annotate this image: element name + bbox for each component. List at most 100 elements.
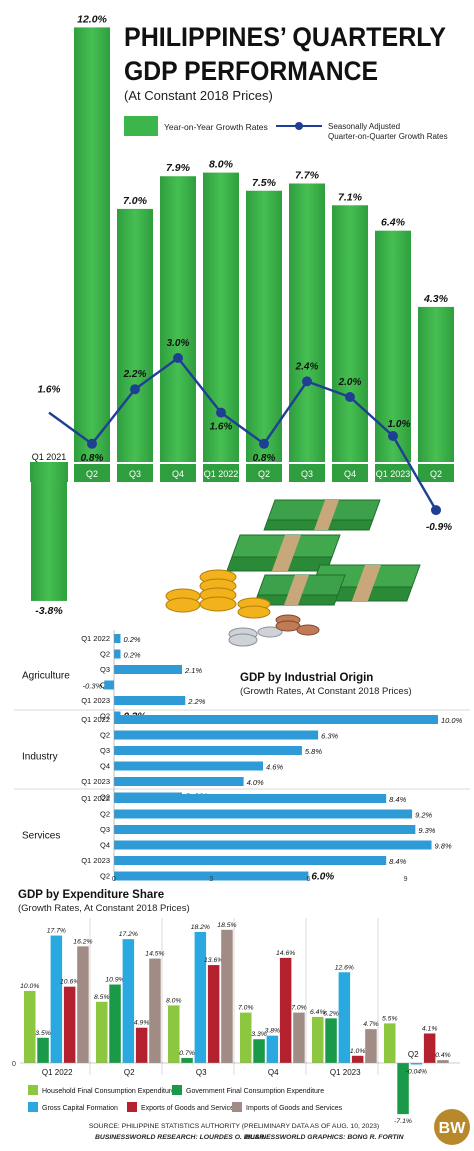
industry-bar [114, 840, 432, 850]
expenditure-bar [253, 1039, 265, 1063]
category-label: Q3 [100, 746, 110, 755]
expenditure-bar-label: 16.2% [73, 938, 92, 945]
x-tick-label: 3 [209, 876, 213, 883]
industry-bar-label: 6.3% [321, 732, 338, 741]
expenditure-bar [338, 972, 351, 1063]
yoy-bar-label: 8.0% [209, 159, 234, 171]
industry-chart: Agriculture Q1 2022 0.2% Q2 0.2% Q3 2.1% Q4 -0.3… [14, 630, 470, 883]
legend-label: Government Final Consumption Expenditure [186, 1088, 324, 1095]
category-label: Q2 [86, 469, 98, 479]
industry-bar-label: 0.2% [123, 635, 140, 644]
expenditure-bar-label: 3.8% [265, 1028, 281, 1035]
category-label: Q4 [100, 762, 110, 771]
qoq-label: 0.8% [81, 453, 104, 464]
qoq-marker [302, 376, 312, 387]
qoq-label: 1.6% [38, 385, 61, 396]
industry-bar [114, 761, 264, 771]
yoy-bar-label: 12.0% [77, 13, 107, 25]
industry-bar [114, 696, 186, 705]
expenditure-bar-label: 18.5% [217, 922, 236, 929]
yoy-bar [31, 463, 67, 601]
expenditure-bar-label: 0.7% [179, 1050, 195, 1057]
category-tab [246, 464, 282, 482]
legend-swatch [28, 1102, 38, 1112]
expenditure-bar [266, 1035, 279, 1063]
industry-bar-label: 6.0% [311, 872, 334, 883]
yoy-bar [246, 190, 282, 463]
qoq-marker [87, 438, 97, 449]
expenditure-bar [168, 1005, 180, 1063]
industry-bar [114, 715, 438, 724]
yoy-bar [289, 183, 325, 464]
yoy-bar [203, 172, 239, 463]
expenditure-bar-label: 4.1% [422, 1025, 438, 1032]
industry-bar-label: 5.8% [305, 747, 322, 756]
category-label: Q4 [344, 469, 356, 479]
expenditure-bar-label: 18.2% [191, 924, 210, 931]
qoq-label: 2.4% [295, 361, 319, 372]
yoy-bar-label: 6.4% [381, 217, 406, 229]
category-tab [117, 464, 153, 482]
expenditure-bar-label: 8.5% [94, 994, 110, 1001]
expenditure-bar [240, 1012, 252, 1063]
industry-bar-label: 10.0% [441, 716, 463, 725]
qoq-marker [345, 392, 355, 402]
expenditure-category-label: Q1 2022 [42, 1068, 73, 1077]
bw-logo [434, 1109, 470, 1145]
subtitle: (At Constant 2018 Prices) [124, 88, 273, 103]
qoq-label: 0.8% [253, 453, 276, 464]
industry-bar [114, 809, 413, 819]
category-label: Q3 [100, 665, 110, 674]
expenditure-chart-title: GDP by Expenditure Share [18, 889, 164, 901]
industry-bar-label: 8.4% [389, 857, 406, 866]
qoq-label: 2.0% [338, 377, 362, 388]
industry-bar [114, 777, 244, 786]
category-tab [418, 464, 454, 482]
expenditure-bar-label: 7.0% [238, 1005, 254, 1012]
category-label: Q1 2023 [81, 856, 110, 865]
category-label: Q2 [258, 469, 270, 479]
yoy-bar-label: 7.0% [123, 195, 148, 207]
expenditure-bar [351, 1055, 364, 1063]
expenditure-bar [109, 984, 121, 1063]
bw-logo-text: BW [439, 1120, 467, 1137]
category-label: Q3 [301, 469, 313, 479]
expenditure-bar-label: 8.0% [166, 997, 182, 1004]
expenditure-bar-label: 17.2% [119, 931, 138, 938]
expenditure-bar-label: 14.6% [276, 950, 295, 957]
qoq-label: 2.2% [123, 369, 147, 380]
expenditure-bar-label: 6.2% [323, 1010, 339, 1017]
title-line1: PHILIPPINES’ QUARTERLY [124, 22, 446, 52]
legend-label: Exports of Goods and Services [141, 1105, 238, 1112]
expenditure-category-label: Q4 [268, 1068, 279, 1077]
expenditure-bar [50, 935, 63, 1063]
expenditure-bar-label: 4.9% [134, 1020, 150, 1027]
expenditure-bar-label: 10.6% [60, 979, 79, 986]
legend-label-qoq: Seasonally Adjusted Quarter-on-Quarter G… [328, 122, 448, 141]
category-label: Q2 [100, 810, 110, 819]
x-tick-label: 0 [112, 876, 116, 883]
category-label: Q4 [100, 841, 110, 850]
top-legend: Year-on-Year Growth Rates Seasonally Adj… [124, 116, 448, 141]
industry-bar [104, 680, 114, 690]
expenditure-bar-label: 17.7% [47, 928, 66, 935]
industry-bar-label: 9.2% [415, 811, 432, 820]
industry-bar [114, 730, 319, 740]
legend-swatch [127, 1102, 137, 1112]
legend-label: Household Final Consumption Expenditure [42, 1088, 175, 1095]
expenditure-bar [221, 929, 233, 1063]
industry-bar-label: 9.8% [435, 842, 452, 851]
industry-bar [114, 871, 309, 881]
industry-bar-label: 4.0% [247, 778, 264, 787]
expenditure-bar-label: 5.5% [382, 1015, 398, 1022]
qoq-marker [431, 505, 441, 516]
industry-bar [114, 649, 121, 659]
industry-bar [114, 856, 387, 865]
category-label: Q4 [172, 469, 184, 479]
money-illustration-icon [165, 499, 421, 647]
yoy-bar [418, 306, 454, 463]
yoy-bar-label: 4.3% [423, 293, 449, 305]
expenditure-bar-label: 13.6% [204, 957, 223, 964]
industry-bar-label: 9.3% [418, 826, 435, 835]
expenditure-bar [384, 1023, 396, 1063]
